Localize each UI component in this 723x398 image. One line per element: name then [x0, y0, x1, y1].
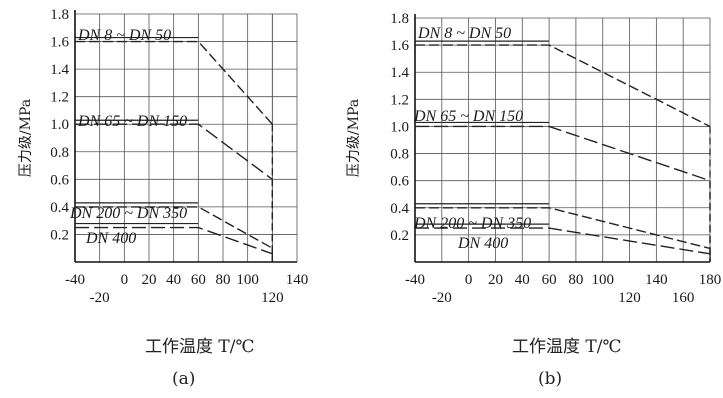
x-tick-label-b: 180	[699, 272, 722, 288]
x-tick-label-b: 160	[672, 290, 695, 306]
x-tick-label-a: 40	[166, 272, 181, 288]
y-tick-label-b: 1.8	[390, 11, 409, 27]
y-tick-label-a: 1.8	[50, 7, 69, 23]
series-line-b	[415, 44, 711, 128]
series-label-a: DN 200 ~ DN 350	[69, 205, 187, 222]
series-label-b: DN 65 ~ DN 150	[413, 108, 523, 125]
x-tick-label-b: -20	[432, 290, 452, 306]
y-tick-label-b: 0.2	[390, 228, 409, 244]
x-tick-label-a: 60	[191, 272, 206, 288]
x-tick-label-b: 100	[591, 272, 614, 288]
panel-label-a: (a)	[172, 369, 196, 389]
x-tick-label-a: 20	[142, 272, 157, 288]
y-tick-label-a: 1.0	[50, 117, 69, 133]
x-tick-label-a: 100	[236, 272, 259, 288]
y-axis-title-b: 压力级/MPa	[346, 99, 362, 177]
series-line-a	[75, 40, 273, 125]
x-tick-label-b: 40	[515, 272, 530, 288]
y-axis-title-a: 压力级/MPa	[18, 99, 34, 177]
y-tick-label-b: 0.6	[390, 174, 409, 190]
x-tick-label-b: 80	[568, 272, 583, 288]
y-tick-label-a: 1.6	[50, 35, 69, 51]
y-tick-label-b: 0.4	[390, 201, 409, 217]
x-tick-label-b: 120	[618, 290, 641, 306]
x-tick-label-a: 80	[216, 272, 231, 288]
x-tick-label-b: 140	[645, 272, 668, 288]
series-line-b	[415, 207, 711, 250]
x-axis-title-a: 工作温度 T/℃	[145, 337, 255, 357]
x-tick-label-b: 0	[465, 272, 473, 288]
y-tick-label-b: 0.8	[390, 147, 409, 163]
x-tick-label-a: -40	[65, 272, 85, 288]
y-tick-label-a: 0.2	[50, 227, 69, 243]
series-label-a: DN 65 ~ DN 150	[77, 113, 187, 130]
series-label-a: DN 400	[85, 230, 136, 247]
series-line-a	[75, 123, 273, 180]
y-tick-label-b: 1.4	[390, 65, 409, 81]
y-tick-label-b: 1.2	[390, 92, 409, 108]
x-tick-label-b: -40	[405, 272, 425, 288]
y-tick-label-a: 0.8	[50, 145, 69, 161]
x-tick-label-a: -20	[90, 290, 110, 306]
chart-panel-b: 0.2 0.4 0.6 0.8 1.0 1.2 1.4 1.6 1.8 -40 0 20 40 60 80 1…	[346, 11, 721, 306]
series-label-b: DN 8 ~ DN 50	[417, 25, 511, 42]
y-tick-label-b: 1.6	[390, 38, 409, 54]
x-tick-label-b: 20	[488, 272, 503, 288]
x-tick-label-a: 140	[286, 272, 309, 288]
y-tick-label-b: 1.0	[390, 119, 409, 135]
x-axis-title-b: 工作温度 T/℃	[512, 337, 622, 357]
y-tick-label-a: 1.4	[50, 62, 69, 78]
y-tick-label-a: 0.4	[50, 200, 69, 216]
series-line-a	[75, 226, 273, 255]
series-label-a: DN 8 ~ DN 50	[77, 27, 171, 44]
x-tick-label-b: 60	[542, 272, 557, 288]
series-label-b: DN 400	[457, 235, 508, 252]
chart-panel-a: 0.2 0.4 0.6 0.8 1.0 1.2 1.4 1.6 1.8 -40 0 20 40 60 80 1…	[18, 7, 308, 306]
y-tick-label-a: 0.6	[50, 172, 69, 188]
x-tick-label-a: 120	[261, 290, 284, 306]
y-tick-label-a: 1.2	[50, 90, 69, 106]
panel-label-b: (b)	[538, 369, 563, 389]
series-line-b	[415, 125, 711, 182]
x-tick-label-a: 0	[121, 272, 129, 288]
series-label-b: DN 200 ~ DN 350	[413, 215, 531, 232]
series-line-b	[415, 227, 711, 255]
